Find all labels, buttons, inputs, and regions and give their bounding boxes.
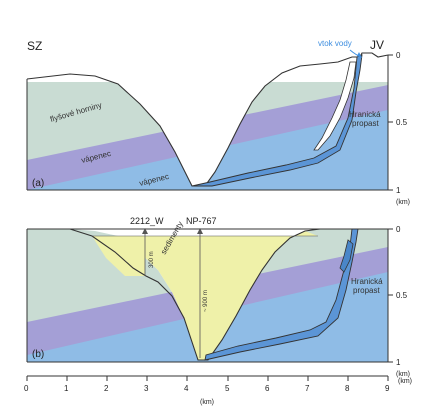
x-tick-7: 7: [305, 384, 310, 393]
borehole-np-767-depth: ~ 900 m: [203, 290, 209, 312]
panel-b-sediment-fill: [92, 231, 318, 360]
panel-a-inflow-arrowhead: [357, 52, 362, 58]
x-tick-6: 6: [265, 384, 270, 393]
panel-a-jv-label: JV: [370, 38, 384, 52]
panel-b-label: (b): [32, 349, 44, 360]
x-tick-9: 9: [385, 384, 390, 393]
panel-a-depth-tick-0: 0: [396, 51, 401, 60]
panel-b-depth-tick-05: 0.5: [396, 291, 408, 300]
panel-a-depth-tick-1: 1: [396, 186, 401, 195]
panel-b-depth-unit: (km): [396, 371, 410, 378]
x-axis-ticks: [26, 376, 389, 381]
panel-b: 2212_W 300 m NP-767 ~ 900 m sedimenty Hr…: [26, 215, 410, 378]
borehole-2212-w-depth: 300 m: [149, 251, 155, 268]
panel-a-inflow-label: vtok vody: [318, 39, 352, 48]
panel-b-depth-tick-0: 0: [396, 225, 401, 234]
x-axis: 0 1 2 3 4 5 6 7 8 9 (km) (km): [24, 375, 412, 406]
panel-a-water-channel: [191, 54, 363, 187]
panel-b-depth-axis: 0 0.5 1 (km): [388, 225, 410, 378]
panel-a-depth-tick-05: 0.5: [396, 118, 408, 127]
panel-b-abyss-label-1: Hranická: [351, 277, 383, 286]
x-axis-end-unit: (km): [398, 378, 412, 385]
panel-a-sz-label: SZ: [27, 39, 42, 53]
x-tick-3: 3: [144, 384, 149, 393]
panel-a-label: (a): [32, 178, 44, 189]
borehole-np-767-label: NP-767: [186, 216, 217, 226]
borehole-np-767: NP-767 ~ 900 m: [186, 216, 217, 358]
x-tick-1: 1: [64, 384, 69, 393]
panel-a-abyss-label-1: Hranická: [349, 110, 381, 119]
panel-a: SZ JV vtok vody flyšové horniny vápenec …: [26, 38, 410, 206]
x-tick-4: 4: [184, 384, 189, 393]
panel-b-abyss-cavity: [339, 239, 354, 273]
panel-a-depth-axis: 0 0.5 1 (km): [388, 51, 410, 206]
panel-a-surface-mask: [27, 52, 388, 186]
panel-a-abyss-cavity: [313, 61, 357, 151]
x-axis-unit: (km): [200, 399, 214, 406]
x-tick-2: 2: [104, 384, 109, 393]
panel-a-depth-unit: (km): [396, 199, 410, 206]
panel-b-abyss-label-2: propast: [353, 286, 380, 295]
x-tick-8: 8: [345, 384, 350, 393]
panel-b-depth-tick-1: 1: [396, 358, 401, 367]
borehole-2212-w: 2212_W 300 m: [130, 216, 164, 276]
panel-a-abyss-label-2: propast: [352, 119, 379, 128]
panel-b-surface-line: [27, 228, 321, 361]
borehole-2212-w-label: 2212_W: [130, 216, 164, 226]
panel-b-sediment-left-shelf: [92, 236, 145, 276]
x-tick-5: 5: [225, 384, 230, 393]
x-tick-0: 0: [24, 384, 29, 393]
